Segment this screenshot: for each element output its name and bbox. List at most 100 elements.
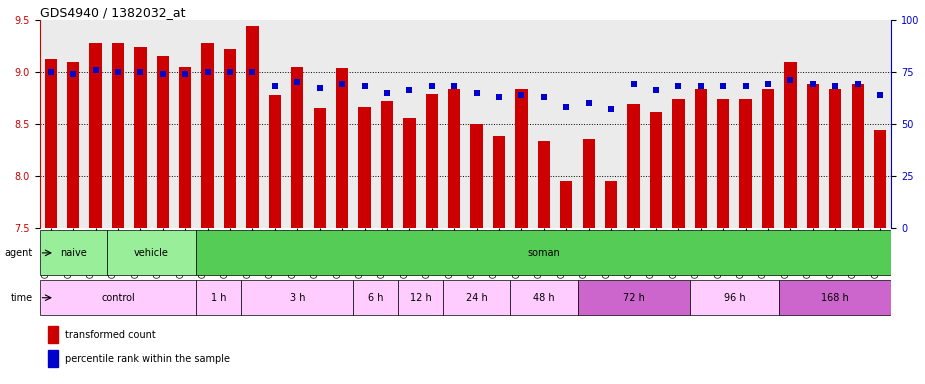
Bar (829, 89, 842, 228)
Bar (443, 280, 511, 316)
Point (581, 100, 596, 106)
Point (425, 83, 439, 89)
Point (828, 83, 843, 89)
Bar (179, 66, 191, 228)
Point (604, 106, 619, 112)
Bar (156, 56, 169, 228)
Text: vehicle: vehicle (134, 248, 169, 258)
Bar (202, 43, 214, 228)
Point (223, 69, 238, 75)
Bar (246, 26, 259, 228)
Bar (717, 99, 730, 228)
Point (402, 88, 417, 94)
Point (335, 81, 350, 87)
Bar (196, 280, 241, 316)
Point (133, 69, 148, 75)
Bar (40, 230, 106, 275)
Point (200, 69, 215, 75)
Bar (779, 280, 892, 316)
Point (806, 81, 820, 87)
Bar (739, 99, 752, 228)
Bar (493, 136, 505, 228)
Bar (605, 181, 617, 228)
Bar (314, 108, 326, 228)
Text: 3 h: 3 h (290, 293, 305, 303)
Point (648, 88, 663, 94)
Point (313, 85, 327, 91)
Text: soman: soman (527, 248, 561, 258)
Bar (515, 89, 527, 228)
Text: 1 h: 1 h (211, 293, 227, 303)
Point (290, 79, 304, 85)
Bar (381, 101, 393, 228)
Text: 96 h: 96 h (723, 293, 746, 303)
Text: 12 h: 12 h (410, 293, 431, 303)
Bar (291, 66, 303, 228)
Text: GDS4940 / 1382032_at: GDS4940 / 1382032_at (40, 5, 185, 18)
Point (88, 66, 103, 73)
Bar (90, 43, 102, 228)
Bar (269, 94, 281, 228)
Text: 24 h: 24 h (466, 293, 487, 303)
Bar (426, 94, 438, 228)
Bar (241, 280, 353, 316)
Point (760, 81, 775, 87)
Text: 72 h: 72 h (623, 293, 645, 303)
Point (626, 81, 641, 87)
Point (873, 91, 888, 98)
Text: 48 h: 48 h (533, 293, 555, 303)
Bar (134, 47, 146, 228)
Point (447, 83, 462, 89)
Point (469, 89, 484, 96)
Point (694, 83, 709, 89)
Bar (336, 68, 349, 228)
Point (850, 81, 865, 87)
Bar (577, 280, 690, 316)
Bar (106, 230, 196, 275)
Bar (874, 130, 886, 228)
Bar (511, 280, 577, 316)
Bar (537, 141, 550, 228)
Text: transformed count: transformed count (65, 329, 155, 339)
Text: 168 h: 168 h (821, 293, 849, 303)
Text: percentile rank within the sample: percentile rank within the sample (65, 354, 230, 364)
Bar (353, 280, 398, 316)
Bar (67, 62, 80, 228)
Bar (48, 350, 58, 367)
Bar (48, 326, 58, 343)
Point (43, 69, 58, 75)
Bar (672, 99, 684, 228)
Bar (762, 89, 774, 228)
Point (267, 83, 282, 89)
Text: time: time (10, 293, 32, 303)
Point (66, 71, 80, 77)
Text: agent: agent (5, 248, 32, 258)
Point (111, 69, 126, 75)
Point (379, 89, 394, 96)
Point (559, 104, 574, 110)
Text: 6 h: 6 h (368, 293, 384, 303)
Bar (40, 280, 196, 316)
Bar (627, 104, 640, 228)
Text: naive: naive (60, 248, 87, 258)
Point (783, 77, 798, 83)
Bar (112, 43, 124, 228)
Bar (403, 118, 415, 228)
Bar (561, 181, 573, 228)
Point (245, 69, 260, 75)
Bar (44, 59, 57, 228)
Bar (784, 62, 796, 228)
Point (536, 94, 551, 100)
Point (738, 83, 753, 89)
Bar (471, 124, 483, 228)
Bar (583, 139, 595, 228)
Point (155, 71, 170, 77)
Point (716, 83, 731, 89)
Bar (852, 84, 864, 228)
Point (357, 83, 372, 89)
Point (671, 83, 685, 89)
Point (178, 71, 192, 77)
Bar (695, 89, 707, 228)
Bar (807, 84, 819, 228)
Bar (196, 230, 892, 275)
